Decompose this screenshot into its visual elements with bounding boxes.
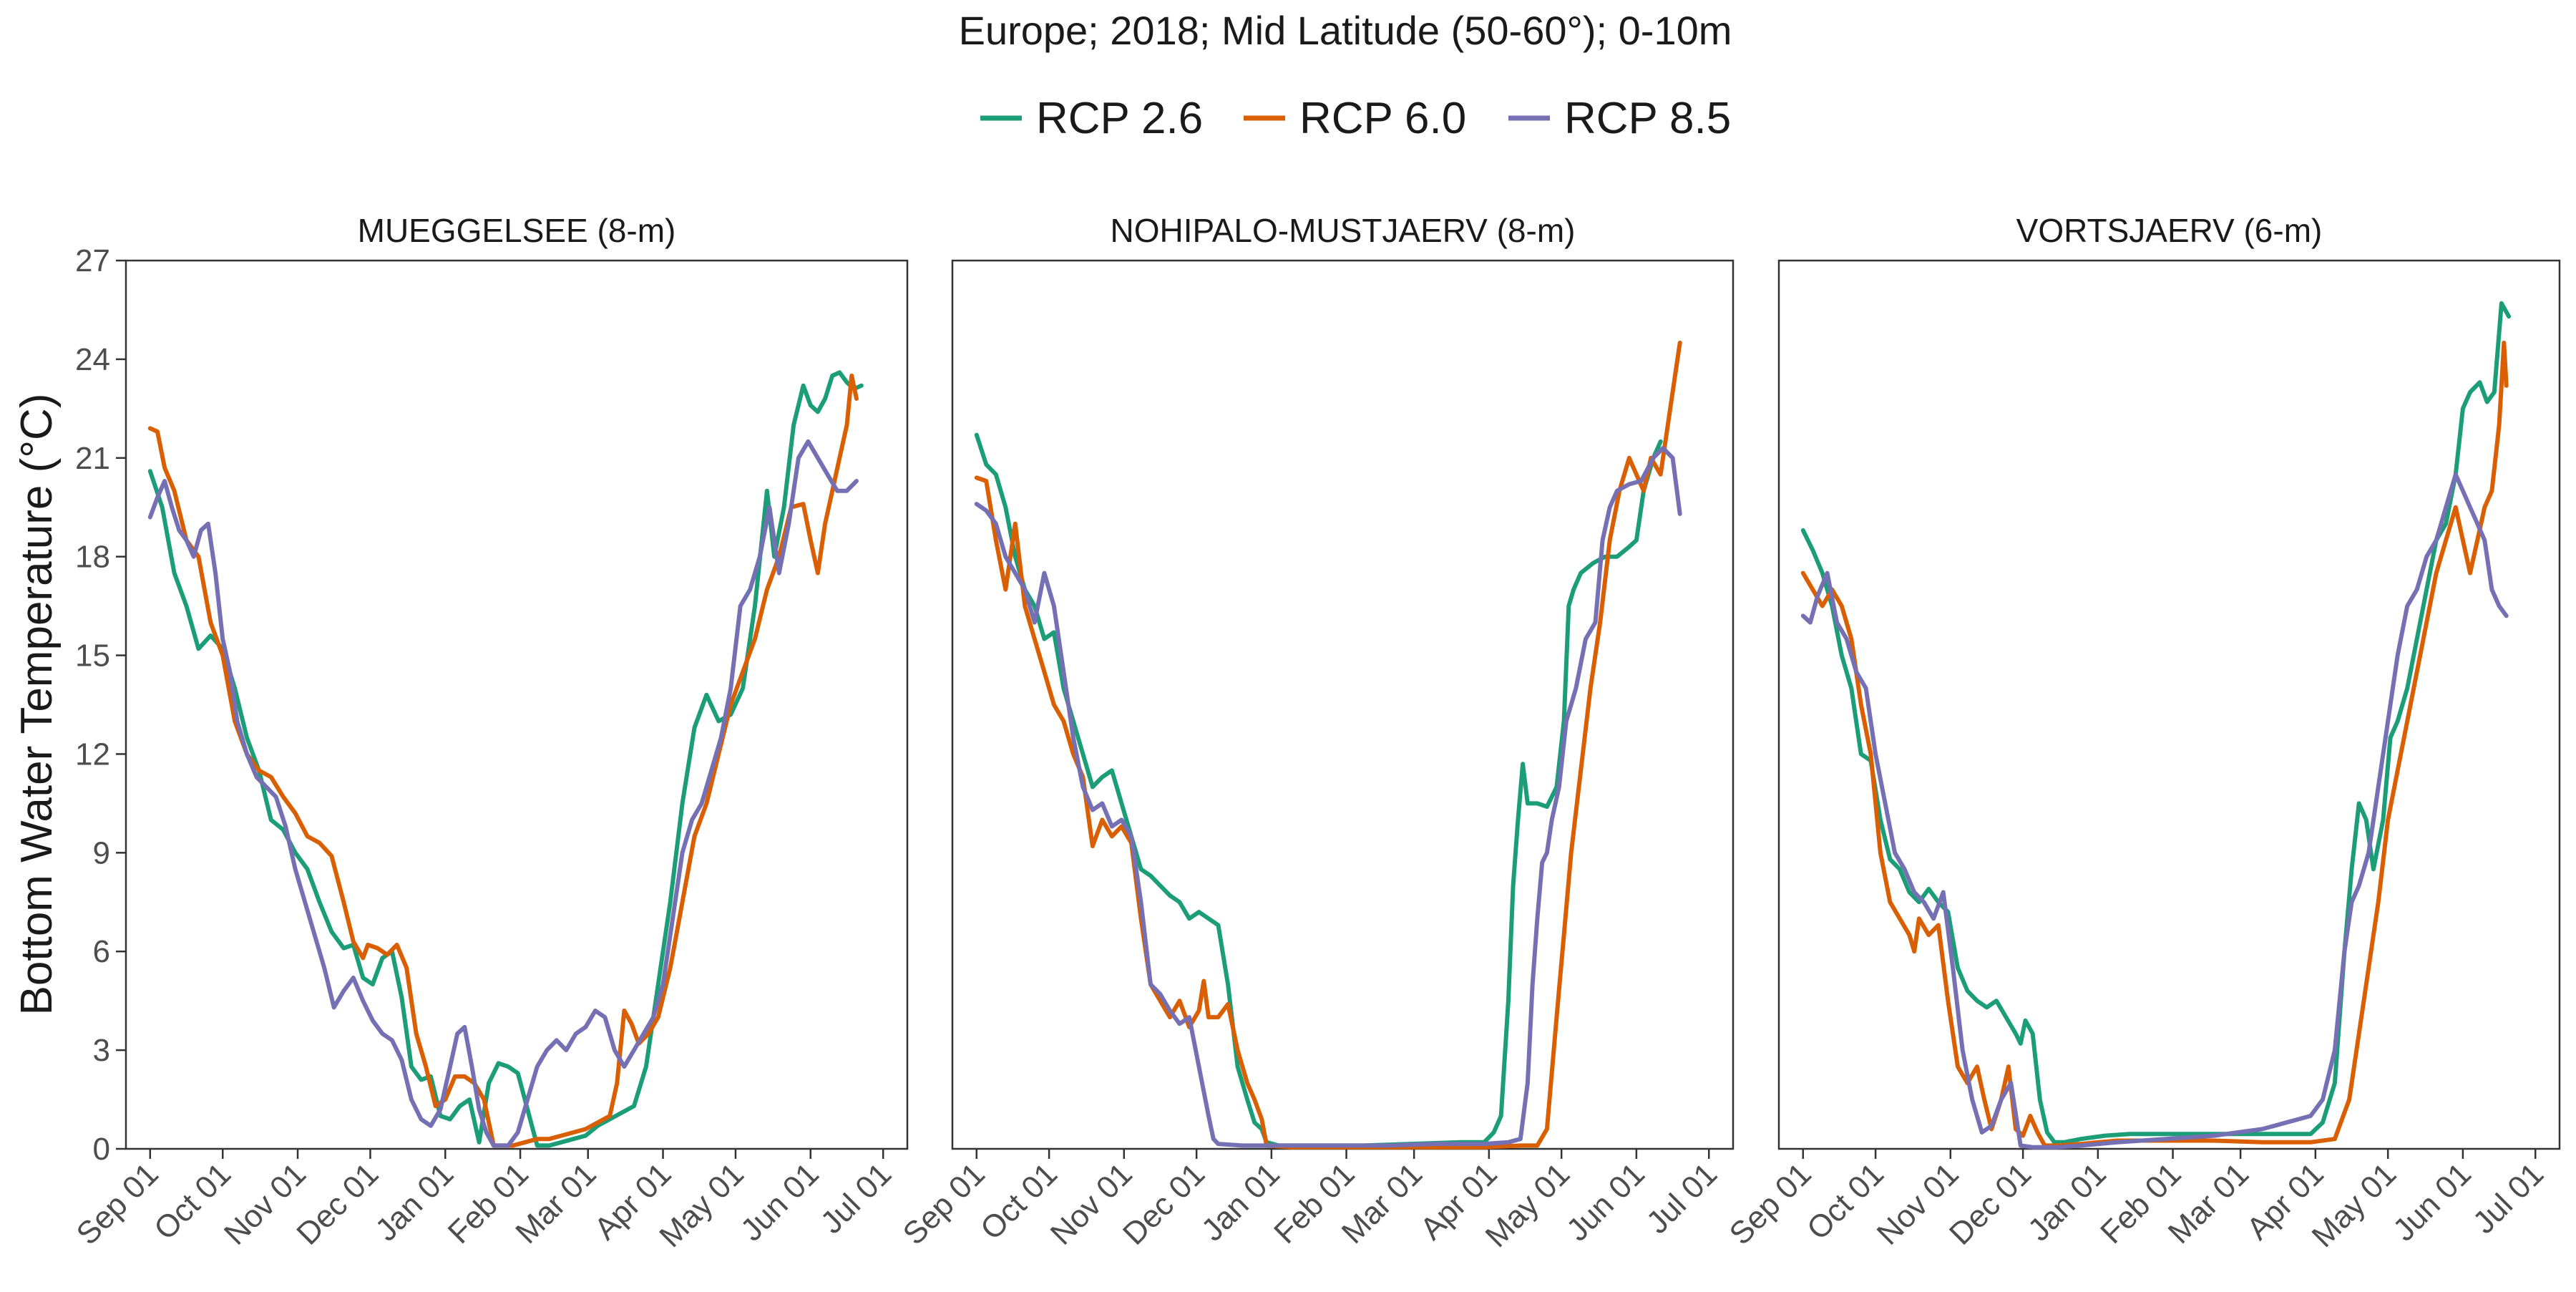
x-tick-label: Jun 01 bbox=[1560, 1156, 1652, 1248]
x-tick-label: Jan 01 bbox=[2021, 1156, 2113, 1248]
series-line bbox=[974, 340, 1682, 1150]
series-line bbox=[1800, 301, 2512, 1145]
y-tick-label: 21 bbox=[75, 441, 110, 476]
x-tick-label: Jan 01 bbox=[369, 1156, 460, 1248]
series-line bbox=[147, 439, 859, 1148]
panel-title: VORTSJAERV (6-m) bbox=[2016, 212, 2323, 249]
legend-label: RCP 8.5 bbox=[1564, 94, 1731, 143]
legend-item: RCP 8.5 bbox=[1508, 94, 1731, 143]
x-tick-label: Nov 01 bbox=[1870, 1156, 1966, 1251]
y-tick-label: 6 bbox=[93, 934, 110, 969]
x-tick-label: Jul 01 bbox=[1640, 1156, 1724, 1240]
y-tick-label: 15 bbox=[75, 638, 110, 674]
series-line bbox=[1800, 340, 2509, 1148]
legend-item: RCP 6.0 bbox=[1244, 94, 1466, 143]
y-tick-label: 0 bbox=[93, 1132, 110, 1167]
series-line bbox=[1800, 472, 2509, 1150]
y-axis-label: Bottom Water Temperature (°C) bbox=[12, 394, 62, 1016]
x-tick-label: Dec 01 bbox=[290, 1156, 385, 1251]
x-tick-label: Jul 01 bbox=[2467, 1156, 2551, 1240]
y-tick-label: 24 bbox=[75, 342, 110, 377]
x-tick-label: Jul 01 bbox=[814, 1156, 899, 1240]
x-tick-label: Sep 01 bbox=[1723, 1156, 1818, 1251]
x-tick-label: Jun 01 bbox=[2386, 1156, 2478, 1248]
x-tick-label: Sep 01 bbox=[70, 1156, 165, 1251]
series-line bbox=[974, 446, 1682, 1148]
panel-title: NOHIPALO-MUSTJAERV (8-m) bbox=[1110, 212, 1575, 249]
x-tick-label: Jan 01 bbox=[1195, 1156, 1287, 1248]
y-tick-label: 12 bbox=[75, 737, 110, 772]
chart-title: Europe; 2018; Mid Latitude (50-60°); 0-1… bbox=[959, 8, 1732, 53]
legend-label: RCP 2.6 bbox=[1036, 94, 1203, 143]
panel-frame bbox=[1777, 259, 2561, 1150]
x-tick-label: Jun 01 bbox=[734, 1156, 826, 1248]
legend-label: RCP 6.0 bbox=[1299, 94, 1466, 143]
x-tick-label: Nov 01 bbox=[1044, 1156, 1139, 1251]
x-tick-label: Sep 01 bbox=[897, 1156, 992, 1251]
panel-title: MUEGGELSEE (8-m) bbox=[358, 212, 676, 249]
panel-frame bbox=[125, 259, 909, 1150]
legend-item: RCP 2.6 bbox=[980, 94, 1203, 143]
y-tick-label: 3 bbox=[93, 1033, 110, 1068]
x-tick-label: Dec 01 bbox=[1943, 1156, 2038, 1251]
x-tick-label: Dec 01 bbox=[1116, 1156, 1211, 1251]
y-tick-label: 18 bbox=[75, 540, 110, 575]
x-tick-label: Nov 01 bbox=[218, 1156, 313, 1251]
y-tick-label: 9 bbox=[93, 835, 110, 870]
y-tick-label: 27 bbox=[75, 243, 110, 278]
legend: RCP 2.6 RCP 6.0 RCP 8.5 bbox=[980, 94, 1731, 143]
series-line bbox=[147, 370, 864, 1148]
